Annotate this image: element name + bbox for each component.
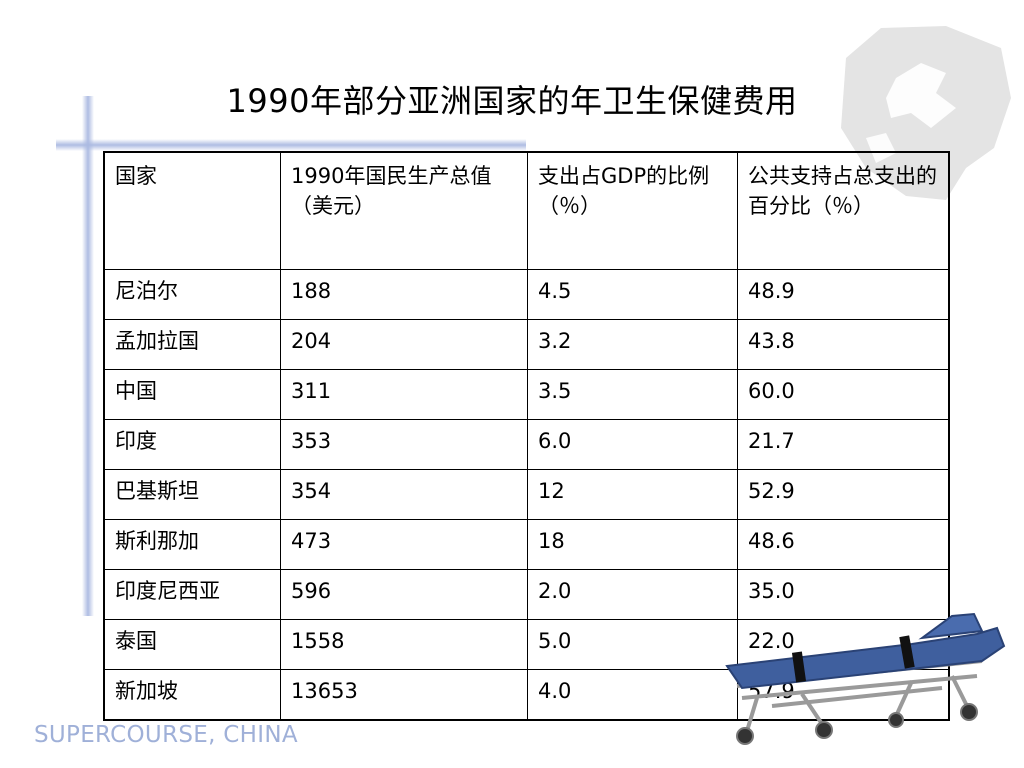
cell-country: 印度 xyxy=(103,419,281,470)
cell-gdp-share: 2.0 xyxy=(527,569,738,620)
cell-gnp: 354 xyxy=(280,469,528,520)
cell-gdp-share: 4.5 xyxy=(527,269,738,320)
cell-gnp: 353 xyxy=(280,419,528,470)
table-row: 尼泊尔 188 4.5 48.9 xyxy=(103,269,950,320)
cell-gdp-share: 6.0 xyxy=(527,419,738,470)
footer-brand: SUPERCOURSE, CHINA xyxy=(34,722,298,748)
cell-gdp-share: 12 xyxy=(527,469,738,520)
table-row: 新加坡 13653 4.0 57.9 xyxy=(103,669,950,721)
table-row: 斯利那加 473 18 48.6 xyxy=(103,519,950,570)
cell-public-share: 35.0 xyxy=(737,569,950,620)
cell-country: 新加坡 xyxy=(103,669,281,721)
cell-gnp: 473 xyxy=(280,519,528,570)
decor-vertical-line xyxy=(82,96,94,616)
cell-public-share: 60.0 xyxy=(737,369,950,420)
stretcher-illustration-icon xyxy=(725,612,1006,745)
table-header-row: 国家 1990年国民生产总值（美元） 支出占GDP的比例（％） 公共支持占总支出… xyxy=(103,151,950,270)
table-row: 中国 311 3.5 60.0 xyxy=(103,369,950,420)
cell-public-share: 21.7 xyxy=(737,419,950,470)
cell-public-share: 52.9 xyxy=(737,469,950,520)
cell-gnp: 596 xyxy=(280,569,528,620)
table-row: 印度 353 6.0 21.7 xyxy=(103,419,950,470)
cell-public-share: 48.6 xyxy=(737,519,950,570)
header-gnp: 1990年国民生产总值（美元） xyxy=(280,151,528,270)
decor-horizontal-line xyxy=(56,139,526,151)
cell-country: 尼泊尔 xyxy=(103,269,281,320)
table-row: 印度尼西亚 596 2.0 35.0 xyxy=(103,569,950,620)
cell-country: 巴基斯坦 xyxy=(103,469,281,520)
cell-gdp-share: 3.2 xyxy=(527,319,738,370)
cell-country: 泰国 xyxy=(103,619,281,670)
cell-gdp-share: 18 xyxy=(527,519,738,570)
cell-gnp: 204 xyxy=(280,319,528,370)
table-row: 巴基斯坦 354 12 52.9 xyxy=(103,469,950,520)
slide-title: 1990年部分亚洲国家的年卫生保健费用 xyxy=(226,82,798,120)
cell-gnp: 188 xyxy=(280,269,528,320)
header-public-share: 公共支持占总支出的百分比（％） xyxy=(737,151,950,270)
table-row: 孟加拉国 204 3.2 43.8 xyxy=(103,319,950,370)
cell-country: 印度尼西亚 xyxy=(103,569,281,620)
header-country: 国家 xyxy=(103,151,281,270)
cell-gnp: 13653 xyxy=(280,669,528,721)
cell-gdp-share: 5.0 xyxy=(527,619,738,670)
cell-public-share: 48.9 xyxy=(737,269,950,320)
header-gdp-share: 支出占GDP的比例（％） xyxy=(527,151,738,270)
cell-country: 斯利那加 xyxy=(103,519,281,570)
cell-gdp-share: 3.5 xyxy=(527,369,738,420)
cell-country: 中国 xyxy=(103,369,281,420)
cell-gnp: 1558 xyxy=(280,619,528,670)
cell-public-share: 43.8 xyxy=(737,319,950,370)
cell-gdp-share: 4.0 xyxy=(527,669,738,721)
health-expenditure-table: 国家 1990年国民生产总值（美元） 支出占GDP的比例（％） 公共支持占总支出… xyxy=(103,151,950,721)
cell-gnp: 311 xyxy=(280,369,528,420)
cell-country: 孟加拉国 xyxy=(103,319,281,370)
